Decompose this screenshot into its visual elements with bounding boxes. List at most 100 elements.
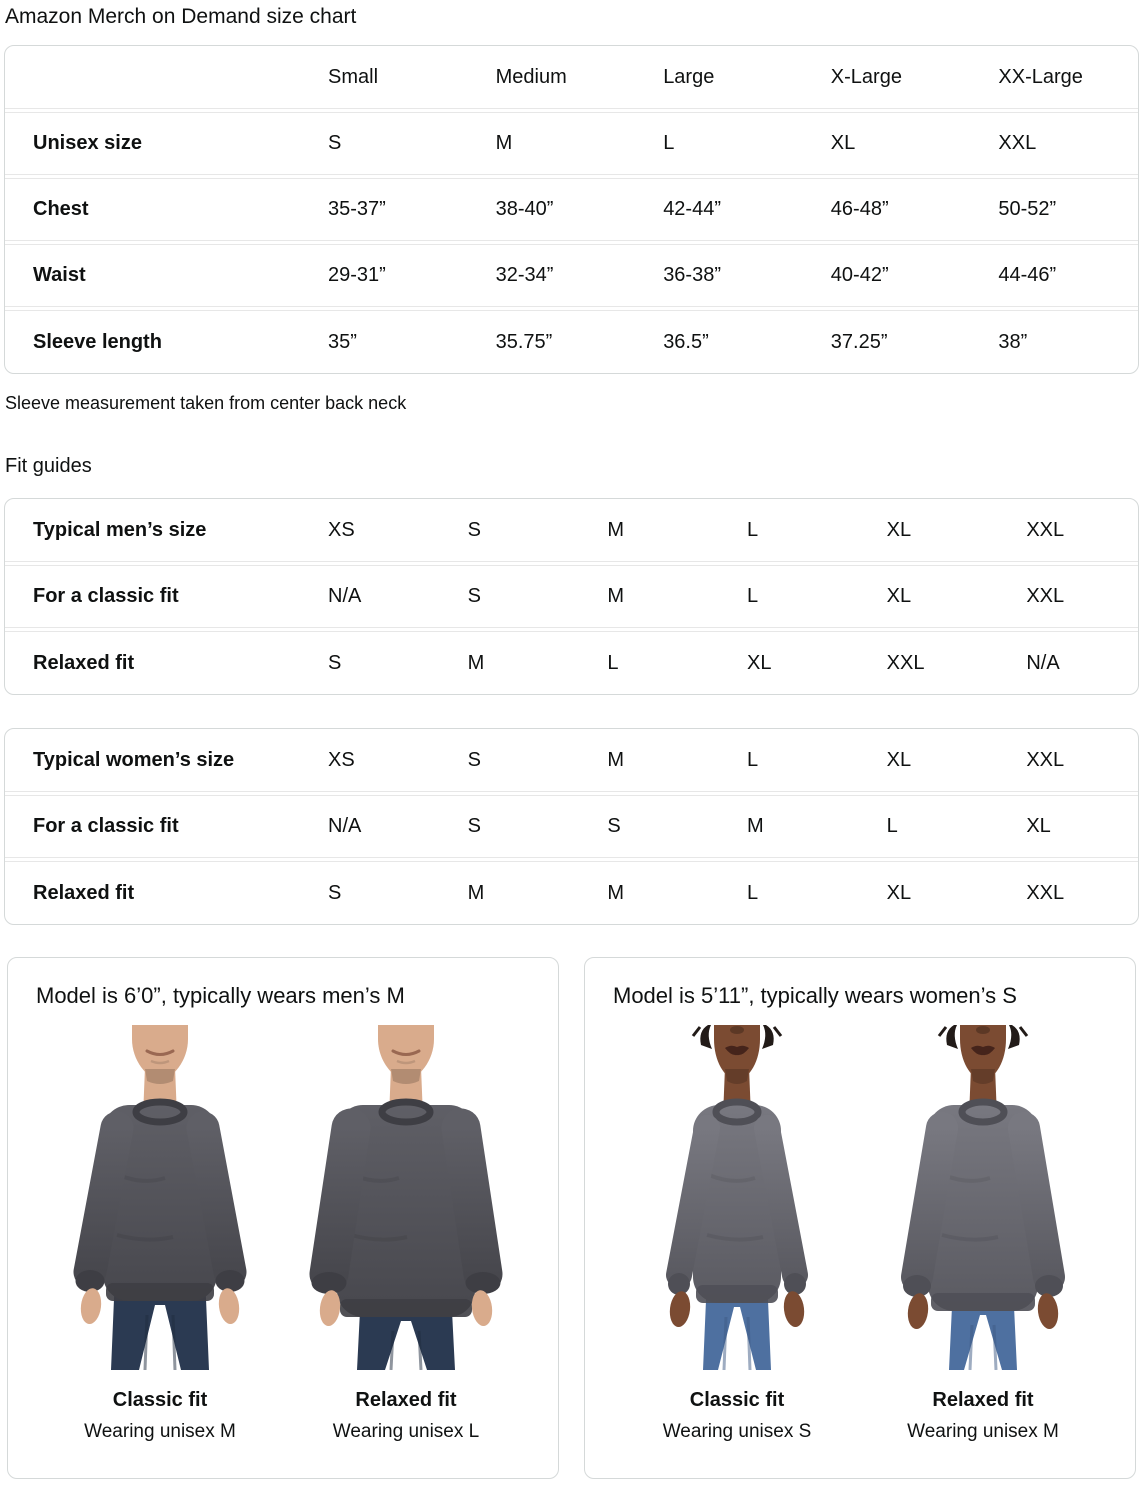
- size-value-cell: N/A: [328, 815, 362, 837]
- size-value-cell: XXL: [1026, 585, 1065, 607]
- size-value-cell: 37.25”: [830, 330, 888, 353]
- model-cards-row: Model is 6’0”, typically wears men’s M C…: [7, 957, 1136, 1479]
- size-value-cell: XS: [328, 748, 355, 771]
- female-relaxed-model-photo: [865, 1025, 1101, 1370]
- table-row: Relaxed fit S M L XL XXL N/A: [5, 631, 1138, 694]
- size-value-cell: XL: [886, 748, 912, 771]
- table-row: Typical women’s size XS S M L XL XXL: [5, 729, 1138, 792]
- row-label: For a classic fit: [33, 815, 179, 837]
- fit-label: Relaxed fit: [932, 1389, 1034, 1411]
- womens-model-card-heading: Model is 5’11”, typically wears women’s …: [613, 983, 1017, 1008]
- wearing-label: Wearing unisex M: [84, 1421, 236, 1442]
- female-classic-model-photo: [619, 1025, 855, 1370]
- size-value-cell: M: [607, 881, 624, 904]
- size-value-cell: 35”: [328, 330, 357, 353]
- mens-fit-guide-table: Typical men’s size XS S M L XL XXL For a classi…: [4, 498, 1139, 695]
- row-label: Waist: [33, 264, 86, 286]
- size-value-cell: N/A: [1026, 651, 1060, 674]
- size-value-cell: 29-31”: [328, 264, 386, 286]
- size-value-cell: XXL: [1026, 518, 1065, 541]
- wearing-label: Wearing unisex S: [662, 1421, 812, 1442]
- size-value-cell: M: [495, 132, 513, 154]
- womens-model-figures: Classic fit Wearing unisex S Relaxed fit We…: [597, 1025, 1123, 1443]
- table-header-row: Small Medium Large X-Large XX-Large: [5, 46, 1138, 109]
- table-row: Typical men’s size XS S M L XL XXL: [5, 499, 1138, 562]
- size-value-cell: 42-44”: [663, 198, 721, 220]
- womens-fit-guide-table: Typical women’s size XS S M L XL XXL For a clas…: [4, 728, 1139, 925]
- column-header: Medium: [495, 65, 567, 88]
- size-value-cell: S: [467, 815, 481, 837]
- size-value-cell: L: [747, 748, 759, 771]
- column-header: Large: [663, 65, 715, 88]
- table-row: Relaxed fit S M M L XL XXL: [5, 861, 1138, 924]
- fit-label: Classic fit: [689, 1389, 785, 1411]
- fit-label: Relaxed fit: [355, 1389, 457, 1411]
- womens-model-card: Model is 5’11”, typically wears women’s …: [584, 957, 1136, 1479]
- fit-label: Classic fit: [112, 1389, 208, 1411]
- size-value-cell: 44-46”: [998, 264, 1057, 286]
- size-value-cell: L: [747, 518, 759, 541]
- size-value-cell: S: [467, 585, 481, 607]
- size-value-cell: M: [467, 651, 485, 674]
- male-relaxed-fit-figure: Relaxed fit Wearing unisex L: [288, 1025, 524, 1443]
- size-value-cell: 38-40”: [495, 198, 554, 220]
- row-label: Typical women’s size: [33, 748, 235, 771]
- mens-model-figures: Classic fit Wearing unisex M Relaxed fit We…: [20, 1025, 546, 1443]
- size-value-cell: L: [747, 585, 759, 607]
- row-label: Chest: [33, 198, 89, 220]
- table-row: Sleeve length 35” 35.75” 36.5” 37.25” 38”: [5, 310, 1138, 373]
- column-header: Small: [328, 65, 379, 88]
- size-value-cell: XL: [886, 881, 912, 904]
- size-value-cell: XL: [830, 132, 856, 154]
- male-classic-fit-figure: Classic fit Wearing unisex M: [42, 1025, 278, 1443]
- size-value-cell: 50-52”: [998, 198, 1057, 220]
- size-value-cell: S: [328, 651, 342, 674]
- size-value-cell: M: [467, 881, 485, 904]
- fit-guides-heading: Fit guides: [5, 455, 92, 477]
- size-value-cell: S: [467, 748, 481, 771]
- size-value-cell: L: [747, 881, 759, 904]
- column-header: XX-Large: [998, 65, 1083, 88]
- size-value-cell: 35-37”: [328, 198, 386, 220]
- table-row: For a classic fit N/A S S M L XL: [5, 795, 1138, 858]
- table-row: Waist 29-31” 32-34” 36-38” 40-42” 44-46”: [5, 244, 1138, 307]
- size-value-cell: XL: [1026, 815, 1051, 837]
- wearing-label: Wearing unisex L: [332, 1421, 480, 1442]
- table-row: Chest 35-37” 38-40” 42-44” 46-48” 50-52”: [5, 178, 1138, 241]
- size-value-cell: 46-48”: [830, 198, 889, 220]
- size-value-cell: 40-42”: [830, 264, 889, 286]
- size-value-cell: N/A: [328, 585, 362, 607]
- table-row: For a classic fit N/A S M L XL XXL: [5, 565, 1138, 628]
- male-relaxed-model-photo: [288, 1025, 524, 1370]
- row-label: Typical men’s size: [33, 518, 207, 541]
- sleeve-measurement-note: Sleeve measurement taken from center bac…: [5, 393, 407, 413]
- row-label: Relaxed fit: [33, 651, 135, 674]
- size-value-cell: XXL: [998, 132, 1037, 154]
- size-value-cell: L: [886, 815, 898, 837]
- table-row: Unisex size S M L XL XXL: [5, 112, 1138, 175]
- size-value-cell: XS: [328, 518, 355, 541]
- size-value-cell: 38”: [998, 330, 1028, 353]
- size-chart-table: Small Medium Large X-Large XX-Large Unisex si…: [4, 45, 1139, 374]
- female-classic-fit-figure: Classic fit Wearing unisex S: [619, 1025, 855, 1443]
- size-value-cell: M: [607, 585, 624, 607]
- size-value-cell: XL: [747, 651, 772, 674]
- size-value-cell: L: [663, 132, 675, 154]
- mens-model-card: Model is 6’0”, typically wears men’s M C…: [7, 957, 559, 1479]
- size-value-cell: XL: [886, 585, 912, 607]
- male-classic-model-photo: [42, 1025, 278, 1370]
- size-value-cell: 36.5”: [663, 330, 709, 353]
- size-value-cell: 35.75”: [495, 330, 553, 353]
- row-label: Relaxed fit: [33, 881, 135, 904]
- size-value-cell: S: [328, 881, 342, 904]
- size-value-cell: XXL: [886, 651, 925, 674]
- size-value-cell: S: [607, 815, 621, 837]
- size-value-cell: M: [607, 748, 624, 771]
- size-value-cell: 32-34”: [495, 264, 554, 286]
- row-label: Sleeve length: [33, 330, 162, 353]
- size-value-cell: XL: [886, 518, 912, 541]
- size-value-cell: 36-38”: [663, 264, 721, 286]
- wearing-label: Wearing unisex M: [907, 1421, 1059, 1442]
- size-value-cell: XXL: [1026, 748, 1065, 771]
- size-value-cell: L: [607, 651, 619, 674]
